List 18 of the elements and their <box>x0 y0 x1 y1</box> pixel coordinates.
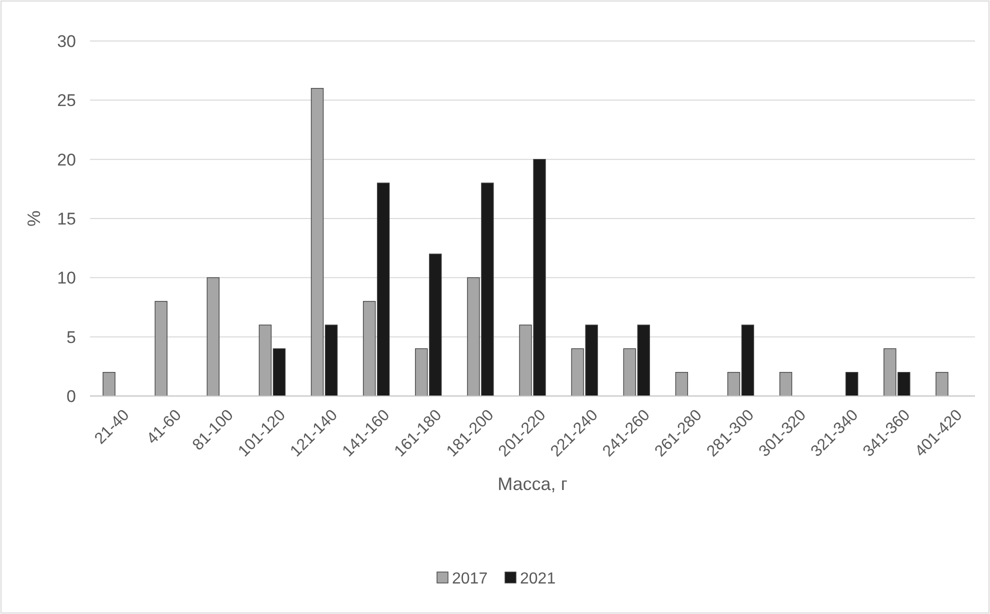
legend-label: 2021 <box>520 570 556 588</box>
y-tick-label: 30 <box>57 32 76 51</box>
bar <box>102 372 116 396</box>
y-axis-title: % <box>24 210 44 227</box>
bar <box>779 372 792 396</box>
y-tick-label: 25 <box>57 91 76 110</box>
bar <box>936 372 948 396</box>
x-axis-title: Масса, г <box>498 474 568 494</box>
y-tick-label: 15 <box>57 209 76 228</box>
bar <box>675 372 688 396</box>
legend-label: 2017 <box>452 570 488 588</box>
bar <box>206 277 220 396</box>
y-tick-label: 10 <box>57 268 76 288</box>
bar <box>846 372 858 396</box>
y-tick-label: 5 <box>66 328 76 347</box>
bar <box>154 300 168 396</box>
y-tick-label: 20 <box>57 150 76 170</box>
y-tick-label: 0 <box>66 386 76 406</box>
